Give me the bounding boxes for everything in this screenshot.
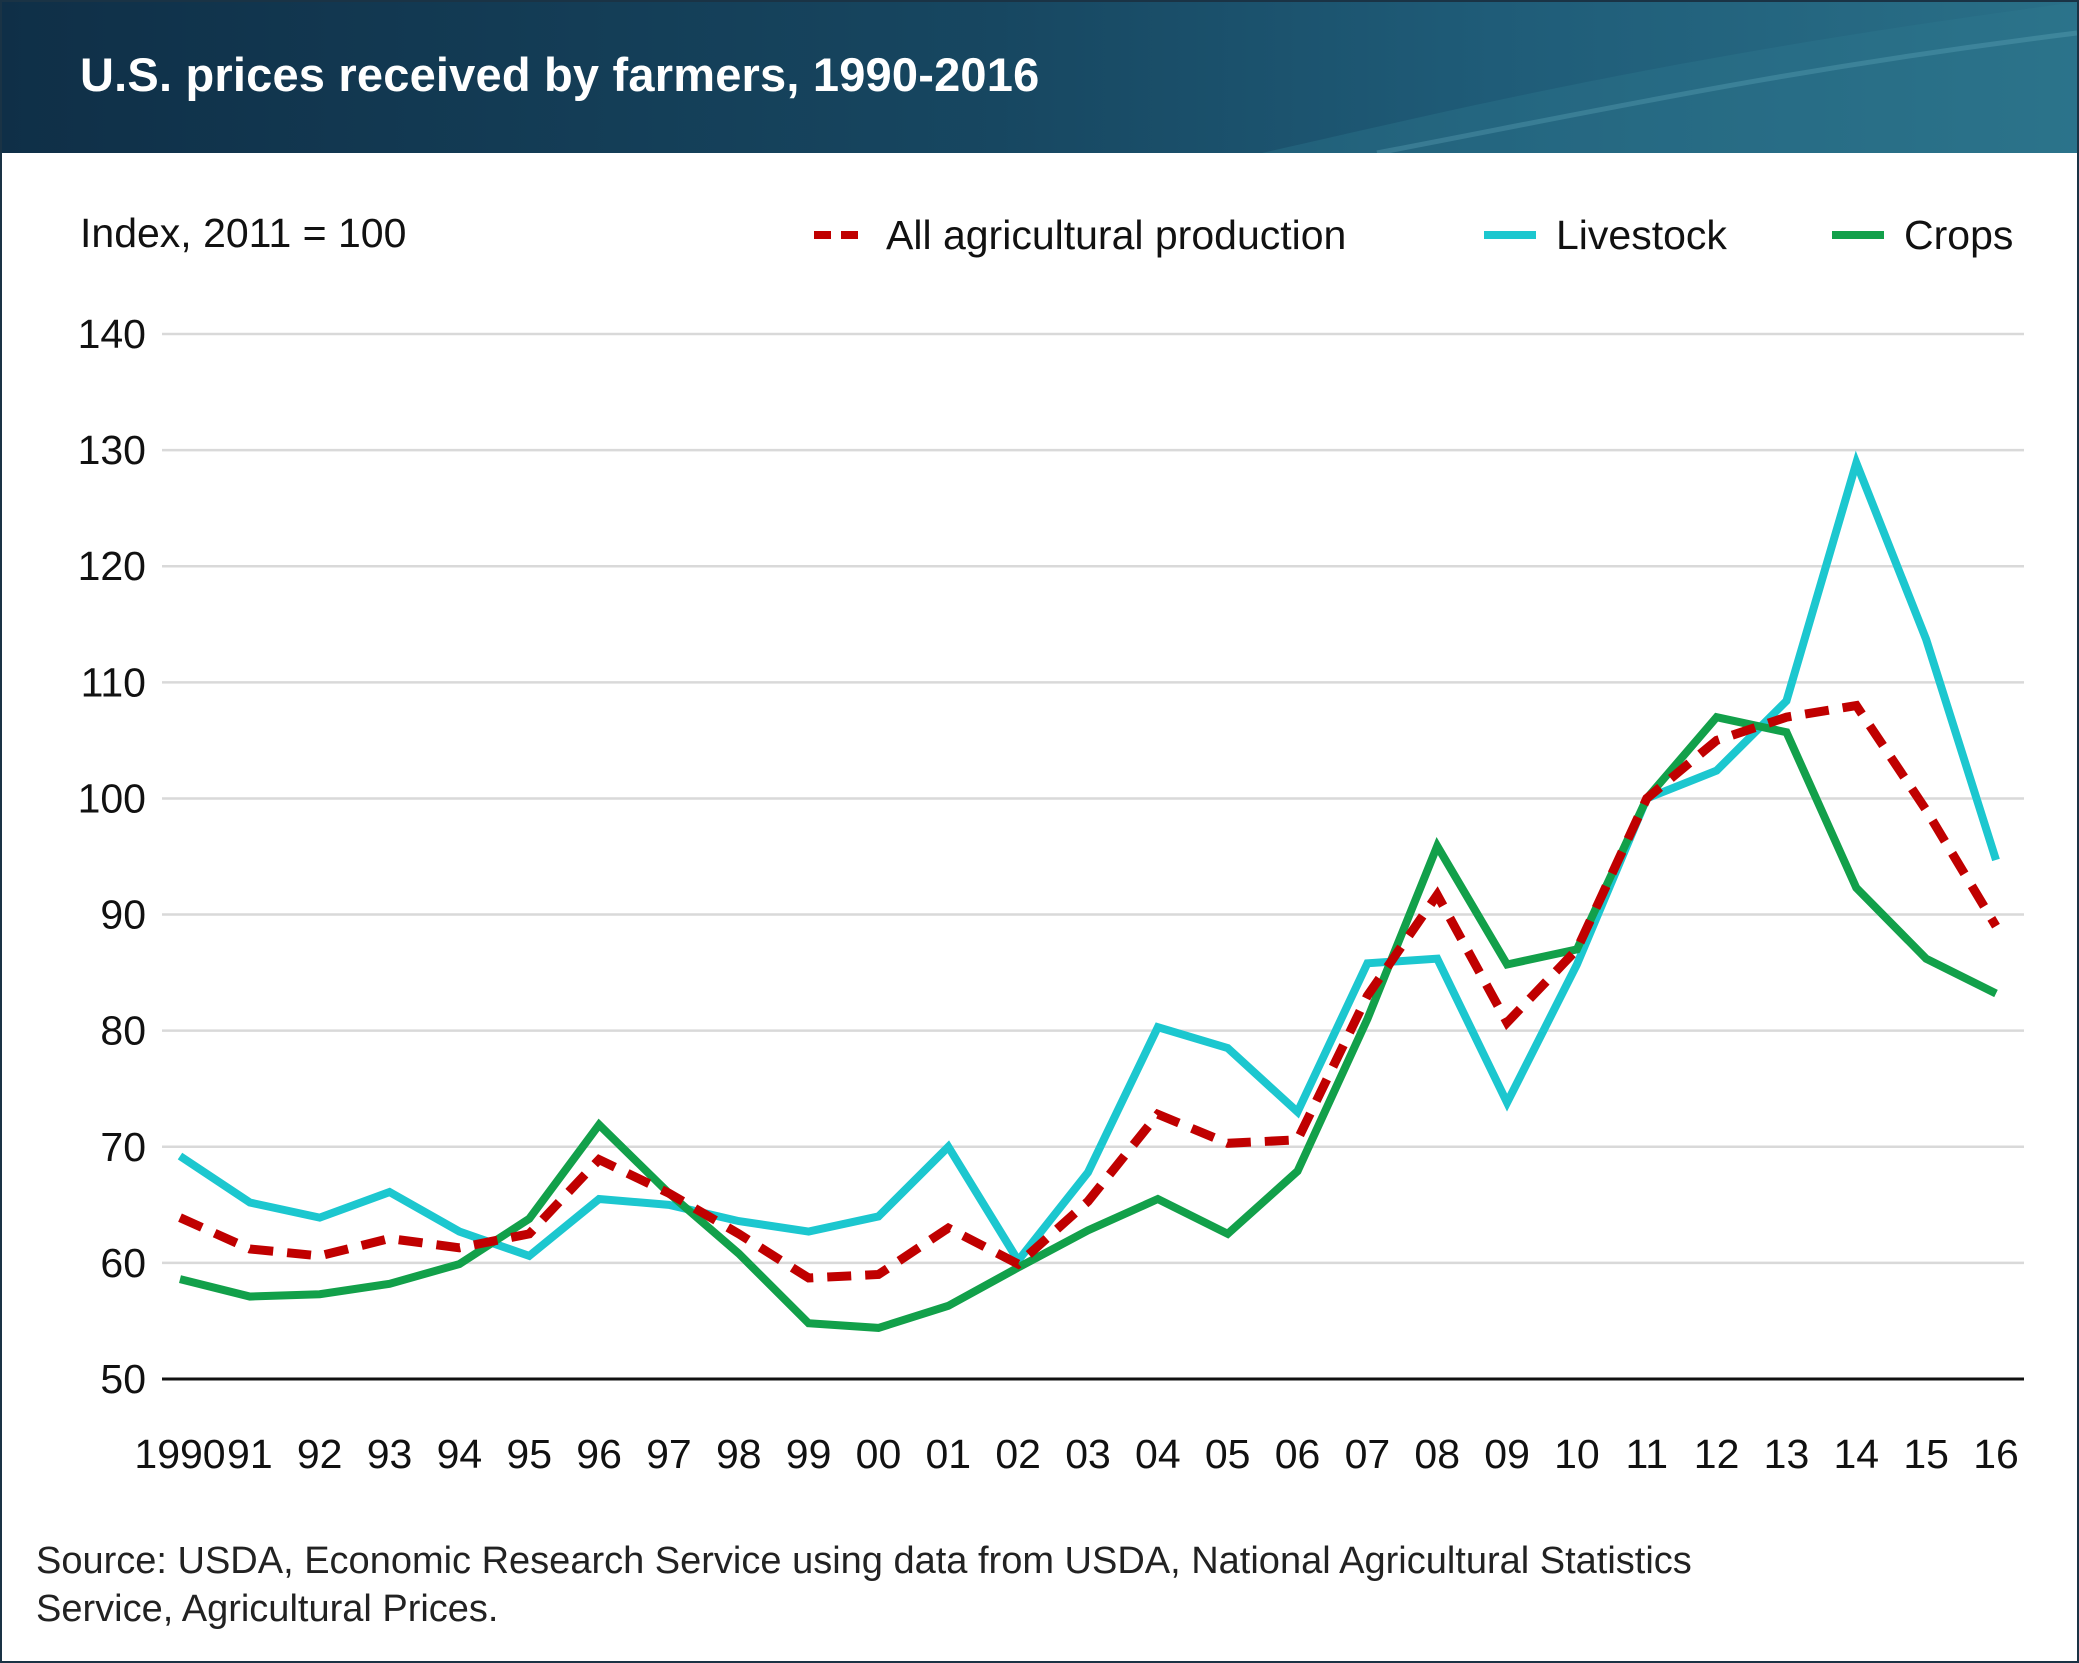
x-tick-label-1990: 1990 [134,1431,225,1477]
x-tick-label-15: 15 [1903,1431,1949,1477]
x-tick-label-03: 03 [1065,1431,1111,1477]
x-tick-label-98: 98 [716,1431,762,1477]
chart-title: U.S. prices received by farmers, 1990-20… [80,48,1040,101]
source-line-2: Service, Agricultural Prices. [36,1588,499,1630]
x-tick-label-07: 07 [1345,1431,1391,1477]
x-tick-label-16: 16 [1973,1431,2019,1477]
x-tick-label-96: 96 [576,1431,622,1477]
y-tick-label-110: 110 [81,659,146,705]
x-tick-label-06: 06 [1275,1431,1321,1477]
x-tick-label-08: 08 [1414,1431,1460,1477]
legend-item-livestock: Livestock [1482,211,1727,259]
y-tick-label-60: 60 [100,1240,146,1286]
all-agricultural-production-legend-swatch [814,231,866,239]
y-tick-label-50: 50 [100,1356,146,1402]
all-agricultural-production-legend-label: All agricultural production [886,211,1347,258]
crops-series-line [179,712,1998,1332]
x-tick-label-12: 12 [1694,1431,1740,1477]
y-tick-label-80: 80 [100,1008,146,1054]
x-tick-label-95: 95 [506,1431,552,1477]
title-banner-curve [1262,2,2077,153]
x-tick-label-14: 14 [1834,1431,1880,1477]
x-tick-label-05: 05 [1205,1431,1251,1477]
x-tick-label-10: 10 [1554,1431,1600,1477]
x-tick-label-09: 09 [1484,1431,1530,1477]
x-tick-label-97: 97 [646,1431,692,1477]
source-line-1: Source: USDA, Economic Research Service … [36,1540,1692,1582]
livestock-series-line [177,450,2000,1268]
crops-legend-label: Crops [1904,211,2014,258]
x-tick-label-00: 00 [856,1431,902,1477]
x-tick-label-13: 13 [1764,1431,1810,1477]
livestock-legend-swatch [1484,231,1536,239]
crops-legend-swatch [1832,231,1884,239]
x-tick-label-11: 11 [1625,1431,1668,1477]
x-tick-label-02: 02 [995,1431,1041,1477]
livestock-legend-label: Livestock [1556,211,1727,258]
y-tick-label-90: 90 [100,892,146,938]
y-tick-label-120: 120 [78,543,146,589]
title-banner: U.S. prices received by farmers, 1990-20… [2,2,2077,153]
x-tick-label-93: 93 [367,1431,413,1477]
y-tick-label-140: 140 [78,311,146,357]
x-tick-label-91: 91 [227,1431,273,1477]
x-tick-label-01: 01 [926,1431,972,1477]
y-tick-label-100: 100 [78,775,146,821]
x-tick-label-94: 94 [437,1431,483,1477]
x-tick-label-04: 04 [1135,1431,1181,1477]
legend-item-all-agricultural-production: All agricultural production [812,211,1346,259]
all-agricultural-production-series-line [178,700,2000,1283]
y-tick-label-130: 130 [78,427,146,473]
line-chart-svg: 50 60 70 80 90 100 110 120 130 140 1990 91 92 93 94 95 9… [78,311,2024,1477]
x-tick-label-99: 99 [786,1431,832,1477]
y-axis-unit-label: Index, 2011 = 100 [80,210,407,256]
legend-item-crops: Crops [1830,211,2013,259]
y-tick-label-70: 70 [100,1124,146,1170]
x-tick-label-92: 92 [297,1431,343,1477]
source-note: Source: USDA, Economic Research Service … [36,1537,1996,1633]
